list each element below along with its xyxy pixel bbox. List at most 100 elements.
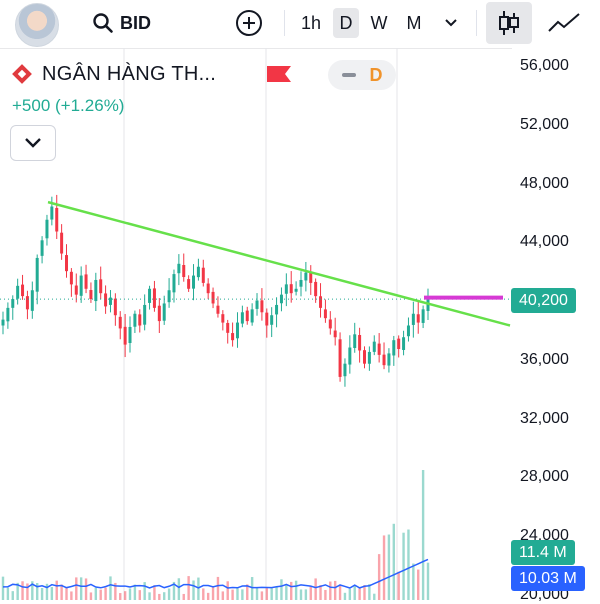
candle-body bbox=[25, 296, 29, 310]
candle-body bbox=[206, 283, 210, 294]
candle-body bbox=[235, 322, 239, 339]
volume-bar bbox=[250, 577, 254, 600]
volume-bar bbox=[40, 587, 44, 600]
volume-bar bbox=[329, 581, 332, 600]
candle-body bbox=[108, 297, 112, 305]
volume-bar bbox=[163, 592, 166, 600]
candle-body bbox=[284, 284, 288, 294]
candle-body bbox=[60, 232, 64, 254]
volume-badge: 11.4 M bbox=[511, 540, 575, 565]
volume-bar bbox=[397, 571, 400, 600]
symbol-name: NGÂN HÀNG TH... bbox=[42, 62, 217, 85]
symbol-legend[interactable]: NGÂN HÀNG TH... bbox=[10, 62, 216, 86]
volume-bar bbox=[6, 587, 10, 600]
candle-body bbox=[377, 343, 381, 355]
chart-type-line-button[interactable] bbox=[544, 8, 584, 38]
volume-bar bbox=[123, 591, 127, 600]
volume-bar bbox=[138, 590, 141, 600]
price-scale[interactable]: 56,00052,00048,00044,00040,00036,00032,0… bbox=[512, 48, 600, 603]
candle-body bbox=[309, 272, 313, 283]
candle-body bbox=[99, 279, 103, 294]
volume-bar bbox=[143, 582, 146, 600]
candle-body bbox=[40, 240, 44, 256]
volume-bar bbox=[387, 534, 391, 600]
interval-m[interactable]: M bbox=[406, 12, 422, 33]
candle-body bbox=[255, 300, 259, 309]
volume-bar bbox=[353, 585, 356, 600]
price-tick: 52,000 bbox=[520, 115, 569, 133]
volume-bar bbox=[226, 581, 229, 600]
volume-bar bbox=[319, 585, 322, 600]
candle-body bbox=[279, 294, 283, 304]
volume-bar bbox=[236, 588, 239, 600]
candle-body bbox=[265, 312, 269, 326]
volume-bar bbox=[114, 582, 117, 600]
candle-body bbox=[362, 350, 366, 364]
candle-body bbox=[79, 275, 83, 296]
candle-body bbox=[50, 206, 54, 220]
candle-body bbox=[426, 299, 430, 311]
volume-bar bbox=[94, 587, 98, 600]
volume-bar bbox=[304, 589, 308, 600]
chart-canvas[interactable] bbox=[0, 48, 512, 600]
price-tick: 24,000 bbox=[520, 527, 569, 544]
volume-bar bbox=[231, 589, 234, 600]
volume-bar bbox=[104, 587, 107, 600]
candle-body bbox=[187, 279, 191, 289]
legend-collapse-button[interactable] bbox=[10, 125, 56, 161]
volume-bar bbox=[206, 592, 210, 600]
interval-d[interactable]: D bbox=[333, 8, 359, 38]
volume-bar bbox=[128, 588, 132, 600]
volume-bar bbox=[26, 583, 29, 600]
candle-body bbox=[406, 325, 410, 337]
candle-body bbox=[6, 307, 10, 322]
flag-icon[interactable] bbox=[267, 66, 291, 82]
price-tick: 32,000 bbox=[520, 409, 569, 427]
candle-body bbox=[138, 314, 142, 326]
chart-pane[interactable] bbox=[0, 48, 512, 600]
interval-1h[interactable]: 1h bbox=[300, 12, 322, 33]
candle-body bbox=[275, 304, 279, 315]
candle-body bbox=[402, 337, 406, 350]
volume-bar bbox=[260, 591, 264, 600]
chart-type-candles-button[interactable] bbox=[486, 2, 532, 44]
volume-bar bbox=[246, 584, 249, 600]
candle-body bbox=[133, 313, 137, 327]
volume-bar bbox=[373, 593, 376, 600]
candle-body bbox=[167, 290, 171, 303]
price-change: +500 (+1.26%) bbox=[12, 96, 125, 115]
volume-bar bbox=[45, 583, 49, 600]
chevron-down-icon bbox=[445, 19, 457, 27]
avatar[interactable] bbox=[15, 3, 59, 47]
candle-body bbox=[211, 291, 215, 304]
last-price-badge: 40,200 bbox=[511, 288, 576, 313]
candle-body bbox=[162, 303, 166, 321]
volume-bar bbox=[407, 529, 410, 600]
volume-bar bbox=[417, 569, 420, 600]
candle-body bbox=[343, 363, 347, 377]
volume-ma-line bbox=[2, 558, 429, 589]
candle-body bbox=[226, 322, 230, 333]
legend-pill[interactable]: D bbox=[328, 60, 396, 90]
candle-body bbox=[16, 285, 20, 299]
price-tick: 28,000 bbox=[520, 468, 569, 486]
add-symbol-button[interactable] bbox=[234, 8, 264, 38]
volume-bar bbox=[75, 577, 78, 600]
candle-body bbox=[118, 316, 122, 329]
candle-body bbox=[289, 284, 293, 294]
volume-bar bbox=[324, 589, 327, 600]
volume-bar bbox=[412, 563, 415, 600]
symbol-search[interactable]: BID bbox=[92, 10, 151, 36]
interval-dropdown[interactable] bbox=[438, 8, 464, 38]
volume-bar bbox=[377, 554, 381, 600]
candle-body bbox=[328, 319, 332, 329]
volume-bar bbox=[197, 577, 200, 600]
price-tick: 44,000 bbox=[520, 233, 569, 251]
minus-icon bbox=[341, 73, 356, 77]
volume-bar bbox=[182, 593, 185, 600]
volume-bar bbox=[241, 589, 244, 600]
volume-bar bbox=[221, 591, 225, 600]
candle-body bbox=[21, 284, 25, 297]
candle-body bbox=[182, 265, 186, 278]
interval-w[interactable]: W bbox=[370, 12, 388, 33]
